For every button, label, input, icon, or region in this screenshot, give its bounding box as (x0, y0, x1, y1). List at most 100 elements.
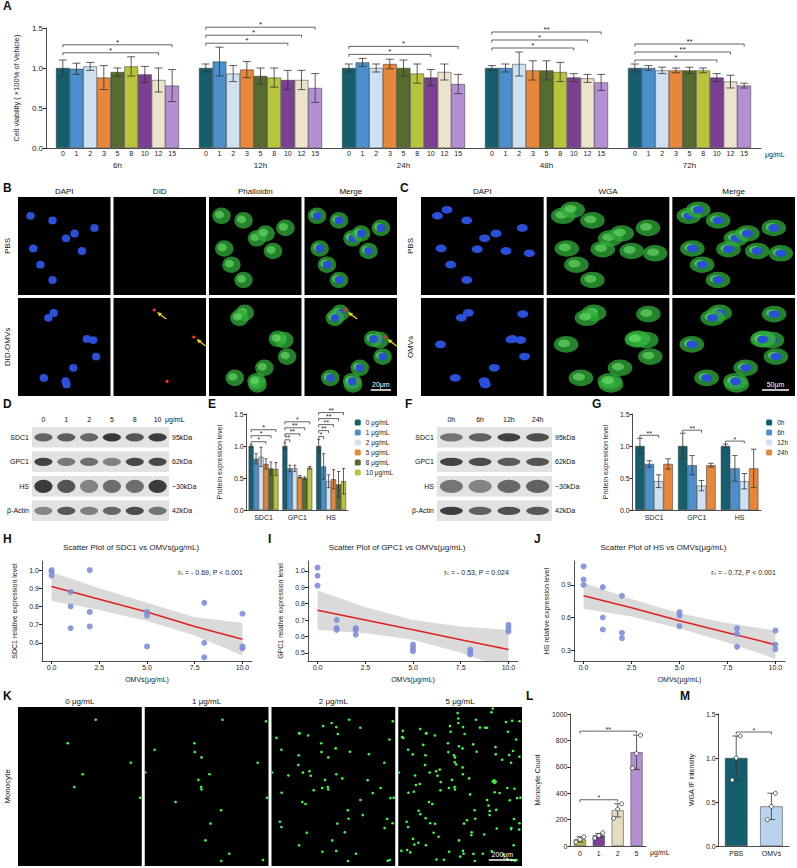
svg-text:0: 0 (564, 843, 568, 850)
svg-text:GPC1: GPC1 (10, 458, 29, 465)
svg-text:1: 1 (597, 850, 601, 857)
svg-text:Monocyte: Monocyte (3, 769, 12, 804)
svg-text:**: ** (321, 425, 327, 432)
svg-text:SDC1 relative expression level: SDC1 relative expression level (11, 563, 19, 659)
svg-text:6h: 6h (113, 161, 122, 170)
svg-text:HS: HS (19, 483, 29, 490)
svg-text:1.5: 1.5 (706, 711, 716, 718)
svg-text:PBS: PBS (729, 850, 743, 857)
svg-text:1 μg/mL: 1 μg/mL (192, 697, 222, 706)
svg-text:**: ** (680, 45, 686, 54)
svg-text:0.5: 0.5 (32, 104, 44, 113)
svg-text:GPC1 relative expression level: GPC1 relative expression level (277, 563, 285, 659)
svg-text:5: 5 (545, 150, 549, 157)
svg-text:15: 15 (740, 150, 748, 157)
svg-text:1: 1 (218, 150, 222, 157)
svg-text:Protein expression level: Protein expression level (602, 424, 610, 499)
svg-text:0.0: 0.0 (579, 664, 589, 671)
svg-text:*: * (252, 28, 255, 37)
svg-text:Scatter Plot of GPC1 vs OMVs(μ: Scatter Plot of GPC1 vs OMVs(μg/mL) (329, 543, 466, 552)
svg-text:**: ** (606, 726, 612, 733)
svg-text:1 μg/mL: 1 μg/mL (366, 429, 390, 437)
svg-text:PBS: PBS (406, 238, 415, 254)
svg-text:0: 0 (347, 150, 351, 157)
svg-text:20μm: 20μm (372, 381, 390, 389)
svg-text:0: 0 (204, 150, 208, 157)
svg-text:OMVs(μg/mL): OMVs(μg/mL) (658, 676, 702, 684)
svg-text:0.8: 0.8 (295, 600, 305, 607)
svg-text:12h: 12h (777, 439, 788, 446)
svg-text:12: 12 (441, 150, 449, 157)
svg-text:3: 3 (674, 150, 678, 157)
svg-text:7.5: 7.5 (190, 664, 200, 671)
svg-text:β-Actin: β-Actin (412, 507, 434, 515)
svg-text:1: 1 (361, 150, 365, 157)
svg-text:5: 5 (402, 150, 406, 157)
svg-text:1.0: 1.0 (29, 567, 39, 574)
svg-text:95kDa: 95kDa (172, 434, 192, 441)
svg-text:1.0: 1.0 (706, 755, 716, 762)
svg-text:2: 2 (517, 150, 521, 157)
svg-text:62kDa: 62kDa (172, 458, 192, 465)
svg-text:0: 0 (578, 850, 582, 857)
svg-text:SDC1: SDC1 (645, 514, 664, 521)
svg-text:6h: 6h (777, 429, 785, 436)
svg-text:μg/mL: μg/mL (650, 849, 670, 857)
svg-text:DAPI: DAPI (473, 187, 492, 196)
svg-text:WGA IF intensity: WGA IF intensity (688, 753, 696, 806)
svg-text:0.9: 0.9 (29, 585, 39, 592)
svg-text:HS: HS (326, 514, 336, 521)
svg-text:Scatter Plot of HS vs OMVs(μg/: Scatter Plot of HS vs OMVs(μg/mL) (601, 543, 727, 552)
svg-text:8: 8 (558, 150, 562, 157)
svg-text:10.0: 10.0 (236, 664, 250, 671)
svg-text:HS: HS (735, 514, 745, 521)
svg-text:2: 2 (87, 416, 91, 423)
svg-text:0.7: 0.7 (295, 617, 305, 624)
svg-text:0.9: 0.9 (561, 581, 571, 588)
svg-text:12: 12 (298, 150, 306, 157)
svg-text:1000: 1000 (552, 711, 568, 718)
svg-text:OMVs(μg/mL): OMVs(μg/mL) (391, 676, 435, 684)
svg-text:*: * (245, 36, 248, 45)
svg-text:DAPI: DAPI (55, 187, 74, 196)
svg-text:0.9: 0.9 (295, 584, 305, 591)
svg-text:1.0: 1.0 (234, 443, 244, 450)
svg-text:0.0: 0.0 (234, 507, 244, 514)
svg-text:5 μg/mL: 5 μg/mL (366, 449, 390, 457)
svg-text:1.5: 1.5 (234, 411, 244, 418)
svg-text:HS relative expression level: HS relative expression level (543, 567, 551, 654)
svg-text:12: 12 (727, 150, 735, 157)
svg-text:**: ** (323, 419, 329, 426)
svg-text:GPC1: GPC1 (687, 514, 706, 521)
svg-text:0 μg/mL: 0 μg/mL (65, 697, 95, 706)
svg-text:72h: 72h (683, 161, 696, 170)
svg-text:15: 15 (597, 150, 605, 157)
svg-text:5.0: 5.0 (408, 664, 418, 671)
svg-text:~30kDa: ~30kDa (172, 483, 196, 490)
svg-text:0.5: 0.5 (620, 475, 630, 482)
svg-text:5: 5 (259, 150, 263, 157)
svg-text:1: 1 (75, 150, 79, 157)
svg-text:*: * (109, 46, 112, 55)
svg-text:*: * (320, 431, 323, 438)
svg-text:5.0: 5.0 (675, 664, 685, 671)
svg-text:10: 10 (154, 416, 162, 423)
svg-text:*: * (388, 47, 391, 56)
svg-text:2: 2 (374, 150, 378, 157)
svg-text:2: 2 (88, 150, 92, 157)
svg-text:DID-OMVs: DID-OMVs (3, 328, 12, 367)
svg-text:8: 8 (701, 150, 705, 157)
svg-text:Scatter Plot of SDC1 vs OMVs(μ: Scatter Plot of SDC1 vs OMVs(μg/mL) (63, 543, 200, 552)
svg-text:7.5: 7.5 (456, 664, 466, 671)
svg-text:*: * (260, 430, 263, 437)
svg-text:1.0: 1.0 (295, 567, 305, 574)
svg-text:0.5: 0.5 (295, 649, 305, 656)
svg-text:GPC1: GPC1 (415, 458, 434, 465)
svg-text:0: 0 (61, 150, 65, 157)
svg-text:10: 10 (427, 150, 435, 157)
svg-text:15: 15 (454, 150, 462, 157)
svg-text:3: 3 (102, 150, 106, 157)
svg-text:50μm: 50μm (767, 381, 785, 389)
svg-text:OMVs(μg/mL): OMVs(μg/mL) (125, 676, 169, 684)
svg-text:**: ** (686, 37, 692, 46)
